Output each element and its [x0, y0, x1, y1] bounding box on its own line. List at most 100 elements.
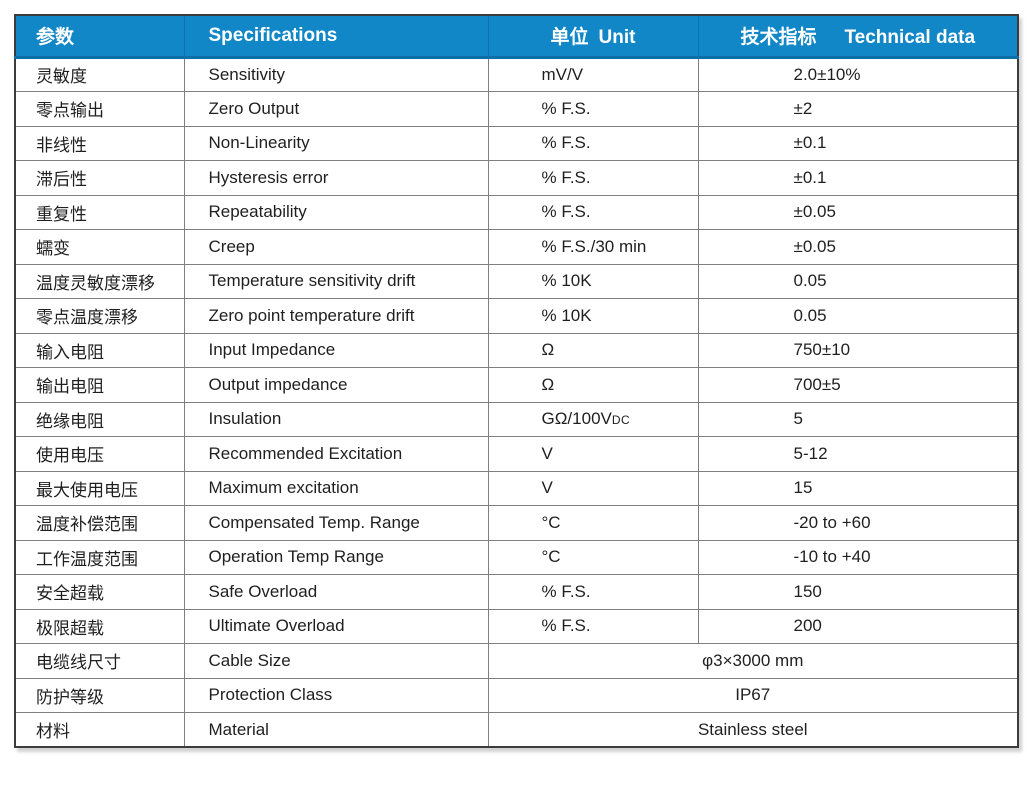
cell-technical-data: 5-12 [697, 436, 1019, 472]
cell-unit: Ω [487, 332, 699, 368]
header-specifications-en: Specifications [208, 24, 338, 46]
cell-parameter: 灵敏度 [14, 56, 185, 92]
cell-specification: Creep [183, 229, 489, 265]
header-technical-zh: 技术指标 [740, 27, 817, 49]
cell-technical-data: 15 [697, 470, 1019, 506]
cell-parameter: 滞后性 [14, 160, 185, 196]
specification-table: 参数 Specifications 单位 Unit 技术指标 Technical d… [14, 14, 1019, 748]
cell-specification: Material [183, 712, 489, 748]
cell-parameter: 极限超载 [14, 608, 185, 644]
cell-unit: °C [487, 539, 699, 575]
header-unit: 单位 Unit [487, 15, 698, 59]
cell-unit: % F.S. [487, 125, 699, 161]
cell-unit-subscript: DC [611, 413, 631, 428]
table-row: 零点温度漂移 Zero point temperature drift% 10K 0… [14, 298, 1019, 334]
table-row: 防护等级 Protection Class IP67 [14, 677, 1019, 713]
cell-unit: Ω [487, 367, 699, 403]
cell-specification: Ultimate Overload [183, 608, 489, 644]
table-row: 输入电阻 Input Impedance Ω 750±10 [14, 332, 1019, 368]
table-row: 非线性 Non-Linearity% F.S. ±0.1 [14, 125, 1019, 161]
cell-technical-data: -10 to +40 [697, 539, 1019, 575]
cell-parameter: 非线性 [14, 125, 185, 161]
cell-parameter: 输出电阻 [14, 367, 185, 403]
cell-specification: Non-Linearity [183, 125, 489, 161]
cell-unit: V [487, 436, 699, 472]
table-row: 材料 Material Stainless steel [14, 712, 1019, 748]
cell-technical-data: -20 to +60 [697, 505, 1019, 541]
header-technical-en: Technical data [844, 27, 976, 49]
cell-specification: Safe Overload [183, 574, 489, 610]
cell-unit: % F.S./30 min [487, 229, 699, 265]
header-unit-zh: 单位 [550, 27, 589, 49]
header-unit-en: Unit [598, 27, 636, 49]
table-row: 绝缘电阻 Insulation GΩ/100VDC 5 [14, 401, 1019, 437]
cell-merged-value: Stainless steel [487, 712, 1019, 748]
cell-merged-value: φ3×3000 mm [487, 643, 1019, 679]
cell-specification: Temperature sensitivity drift [183, 263, 489, 299]
cell-parameter: 重复性 [14, 194, 185, 230]
table-header: 参数 Specifications 单位 Unit 技术指标 Technical d… [15, 15, 1018, 59]
cell-parameter: 绝缘电阻 [14, 401, 185, 437]
cell-technical-data: 5 [697, 401, 1019, 437]
header-technical-data: 技术指标 Technical data [697, 15, 1018, 59]
cell-technical-data: ±2 [697, 91, 1019, 127]
cell-specification: Operation Temp Range [183, 539, 489, 575]
cell-specification: Zero point temperature drift [183, 298, 489, 334]
cell-unit: % F.S. [487, 160, 699, 196]
cell-parameter: 温度补偿范围 [14, 505, 185, 541]
cell-parameter: 工作温度范围 [14, 539, 185, 575]
cell-unit: % F.S. [487, 608, 699, 644]
cell-unit: °C [487, 505, 699, 541]
cell-merged-value: IP67 [487, 677, 1019, 713]
cell-unit: GΩ/100VDC [487, 401, 699, 437]
table-row: 滞后性 Hysteresis error% F.S. ±0.1 [14, 160, 1019, 196]
cell-parameter: 材料 [14, 712, 185, 748]
table-row: 工作温度范围 Operation Temp Range °C -10 to +40 [14, 539, 1019, 575]
table-row: 最大使用电压 Maximum excitation V 15 [14, 470, 1019, 506]
cell-specification: Cable Size [183, 643, 489, 679]
cell-technical-data: 2.0±10% [697, 56, 1019, 92]
cell-parameter: 使用电压 [14, 436, 185, 472]
cell-technical-data: 200 [697, 608, 1019, 644]
header-parameter-zh: 参数 [36, 27, 75, 49]
cell-specification: Sensitivity [183, 56, 489, 92]
cell-technical-data: ±0.05 [697, 229, 1019, 265]
cell-technical-data: 750±10 [697, 332, 1019, 368]
header-specifications: Specifications [183, 15, 488, 59]
cell-technical-data: ±0.1 [697, 125, 1019, 161]
table-row: 电缆线尺寸 Cable Size φ3×3000 mm [14, 643, 1019, 679]
cell-unit: mV/V [487, 56, 699, 92]
cell-technical-data: 150 [697, 574, 1019, 610]
cell-technical-data: 700±5 [697, 367, 1019, 403]
cell-parameter: 最大使用电压 [14, 470, 185, 506]
cell-specification: Recommended Excitation [183, 436, 489, 472]
cell-parameter: 输入电阻 [14, 332, 185, 368]
cell-specification: Compensated Temp. Range [183, 505, 489, 541]
cell-specification: Repeatability [183, 194, 489, 230]
cell-specification: Protection Class [183, 677, 489, 713]
cell-parameter: 蠕变 [14, 229, 185, 265]
cell-unit: V [487, 470, 699, 506]
table-row: 使用电压 Recommended Excitation V 5-12 [14, 436, 1019, 472]
header-row: 参数 Specifications 单位 Unit 技术指标 Technical d… [15, 15, 1018, 59]
table-row: 蠕变 Creep% F.S./30 min ±0.05 [14, 229, 1019, 265]
cell-specification: Hysteresis error [183, 160, 489, 196]
table-row: 温度灵敏度漂移 Temperature sensitivity drift% 10… [14, 263, 1019, 299]
header-parameter: 参数 [15, 15, 184, 59]
cell-parameter: 零点输出 [14, 91, 185, 127]
cell-specification: Input Impedance [183, 332, 489, 368]
cell-technical-data: ±0.05 [697, 194, 1019, 230]
cell-unit: % F.S. [487, 194, 699, 230]
table-row: 安全超载 Safe Overload% F.S. 150 [14, 574, 1019, 610]
cell-technical-data: 0.05 [697, 298, 1019, 334]
cell-parameter: 安全超载 [14, 574, 185, 610]
cell-technical-data: ±0.1 [697, 160, 1019, 196]
cell-specification: Insulation [183, 401, 489, 437]
cell-specification: Maximum excitation [183, 470, 489, 506]
table-row: 重复性 Repeatability% F.S. ±0.05 [14, 194, 1019, 230]
cell-specification: Output impedance [183, 367, 489, 403]
table-row: 零点输出 Zero Output% F.S. ±2 [14, 91, 1019, 127]
cell-technical-data: 0.05 [697, 263, 1019, 299]
table-row: 极限超载 Ultimate Overload% F.S. 200 [14, 608, 1019, 644]
